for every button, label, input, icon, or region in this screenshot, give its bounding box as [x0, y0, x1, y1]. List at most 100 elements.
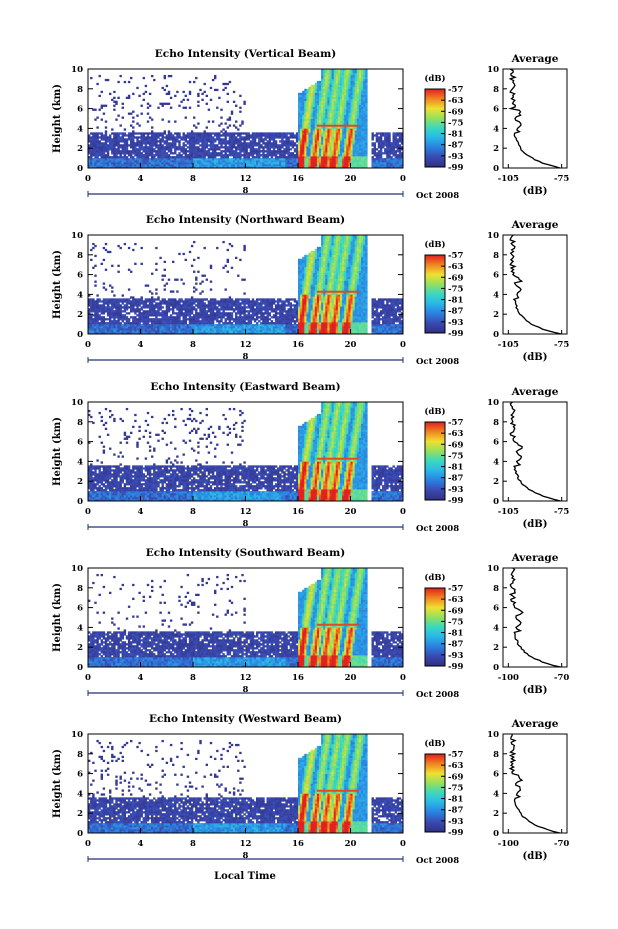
heatmap-cell	[379, 150, 383, 153]
heatmap-cell	[125, 138, 129, 141]
heatmap-cell	[319, 156, 322, 159]
heatmap-cell	[226, 148, 229, 151]
heatmap-cell	[169, 156, 173, 159]
heatmap-cell	[113, 328, 116, 331]
heatmap-cell	[127, 268, 131, 271]
heatmap-cell	[323, 82, 326, 86]
heatmap-cell	[203, 138, 206, 141]
heatmap-cell	[102, 136, 106, 139]
heatmap-cell	[335, 138, 339, 141]
heatmap-cell	[98, 324, 101, 327]
heatmap-cell	[337, 96, 341, 99]
heatmap-cell	[151, 332, 154, 335]
heatmap-cell	[92, 108, 95, 111]
heatmap-cell	[142, 330, 145, 333]
heatmap-cell	[169, 324, 173, 327]
heatmap-cell	[300, 116, 303, 119]
heatmap-cell	[169, 160, 173, 163]
heatmap-cell	[354, 102, 358, 105]
heatmap-cell	[180, 328, 183, 331]
heatmap-cell	[293, 148, 297, 151]
heatmap-cell	[226, 158, 229, 161]
heatmap-cell	[88, 134, 91, 137]
heatmap-cell	[327, 88, 330, 92]
heatmap-cell	[214, 164, 217, 167]
heatmap-cell	[239, 154, 242, 157]
heatmap-cell	[392, 148, 395, 151]
heatmap-cell	[188, 132, 192, 135]
heatmap-cell	[218, 332, 221, 335]
heatmap-cell	[253, 132, 257, 135]
heatmap-cell	[331, 158, 334, 161]
heatmap-cell	[94, 134, 97, 137]
heatmap-cell	[190, 138, 194, 141]
heatmap-cell	[190, 148, 194, 151]
heatmap-cell	[140, 298, 143, 301]
heatmap-cell	[151, 298, 154, 301]
heatmap-cell	[241, 150, 244, 153]
heatmap-cell	[222, 310, 225, 313]
heatmap-cell	[329, 162, 332, 165]
heatmap-cell	[121, 310, 124, 313]
heatmap-cell	[298, 152, 301, 155]
heatmap-cell	[390, 162, 393, 165]
heatmap-cell	[205, 94, 208, 98]
heatmap-cell	[365, 142, 368, 145]
heatmap-cell	[209, 320, 213, 323]
heatmap-cell	[363, 110, 366, 113]
heatmap-cell	[327, 96, 330, 99]
heatmap-cell	[186, 326, 190, 329]
heatmap-cell	[272, 162, 276, 165]
heatmap-cell	[125, 306, 129, 309]
heatmap-cell	[144, 312, 148, 315]
heatmap-cell	[178, 132, 181, 135]
heatmap-cell	[337, 162, 341, 165]
heatmap-cell	[205, 310, 208, 313]
heatmap-cell	[298, 98, 301, 101]
heatmap-cell	[392, 152, 395, 155]
heatmap-cell	[323, 124, 326, 127]
heatmap-cell	[169, 314, 173, 317]
heatmap-cell	[356, 118, 360, 121]
heatmap-cell	[180, 136, 183, 139]
heatmap-cell	[340, 158, 343, 161]
heatmap-cell	[130, 134, 133, 137]
heatmap-cell	[306, 96, 309, 99]
heatmap-cell	[205, 132, 208, 135]
heatmap-cell	[335, 142, 339, 145]
x-tick-label: 0	[400, 174, 406, 184]
heatmap-cell	[148, 304, 152, 307]
heatmap-cell	[88, 138, 91, 141]
heatmap-cell	[354, 108, 358, 111]
heatmap-cell	[230, 138, 234, 141]
heatmap-cell	[388, 158, 391, 161]
profile-y-tick-label: 6	[493, 105, 499, 115]
heatmap-cell	[333, 80, 337, 84]
heatmap-cell	[300, 164, 303, 167]
heatmap-cell	[329, 116, 332, 119]
heatmap-cell	[310, 110, 313, 113]
heatmap-cell	[270, 158, 274, 161]
heatmap-cell	[358, 146, 362, 149]
heatmap-cell	[90, 306, 93, 309]
heatmap-cell	[260, 164, 263, 167]
heatmap-cell	[199, 320, 202, 323]
heatmap-cell	[201, 328, 204, 331]
heatmap-cell	[335, 164, 339, 167]
heatmap-cell	[375, 166, 379, 169]
heatmap-cell	[325, 86, 328, 90]
heatmap-cell	[111, 138, 114, 141]
heatmap-cell	[247, 142, 250, 145]
heatmap-cell	[218, 314, 221, 317]
heatmap-cell	[155, 322, 158, 325]
heatmap-cell	[241, 166, 244, 169]
heatmap-cell	[335, 102, 339, 105]
heatmap-cell	[300, 126, 303, 129]
heatmap-cell	[193, 162, 196, 165]
heatmap-cell	[344, 144, 347, 147]
heatmap-cell	[331, 78, 334, 82]
heatmap-cell	[214, 324, 217, 327]
heatmap-cell	[136, 314, 139, 317]
heatmap-cell	[142, 132, 145, 135]
heatmap-cell	[235, 126, 238, 129]
